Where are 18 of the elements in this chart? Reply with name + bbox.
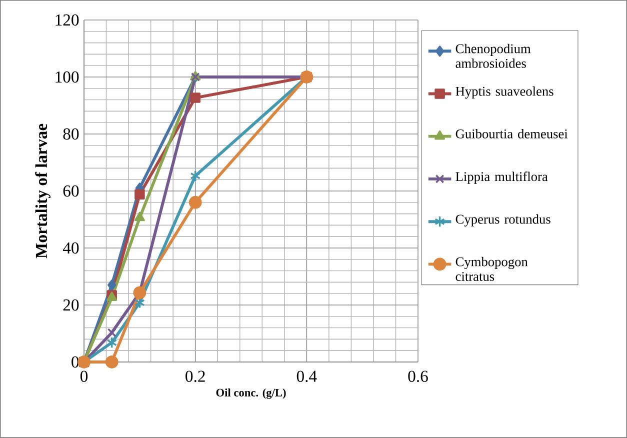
x-tick-label: 0.2	[186, 370, 205, 382]
y-tick-label: 40	[62, 242, 79, 254]
legend-label: Guibourtia demeusei	[456, 129, 568, 138]
x-tick-label: 0.4	[296, 370, 317, 382]
legend-label: Cyperus rotundus	[456, 214, 550, 226]
y-tick-label: 120	[56, 14, 79, 26]
x-axis-title: Oil conc. (g/L)	[216, 388, 286, 399]
y-tick-label: 20	[63, 299, 79, 311]
y-tick-label: 100	[56, 71, 79, 83]
y-tick-label: 60	[63, 185, 79, 197]
x-tick-label: 0	[80, 370, 88, 382]
y-axis-title: Mortality of larvae	[35, 124, 50, 258]
y-tick-label: 80	[63, 128, 79, 140]
x-tick-label: 0.6	[408, 370, 428, 382]
legend-label: Lippia multiflora	[456, 172, 548, 184]
legend-label: Cymbopogon citratus	[456, 256, 528, 281]
legend-label: Chenopodium ambrosioides	[456, 44, 531, 68]
legend-label: Hyptis suaveolens	[456, 86, 554, 99]
